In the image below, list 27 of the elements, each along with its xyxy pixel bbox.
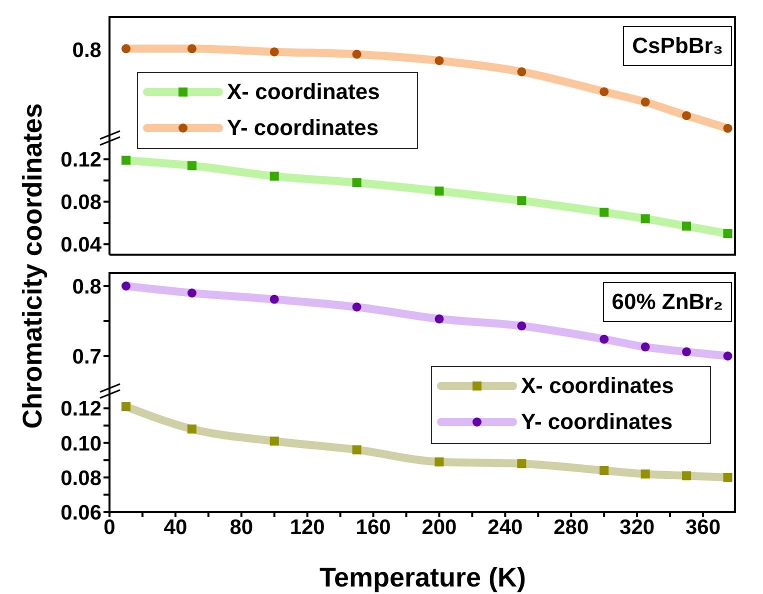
annotation: CsPbBr₃ <box>623 26 732 66</box>
y-tick-label: 0.08 <box>60 191 102 214</box>
x-tick-label: 360 <box>686 516 721 539</box>
legend-label: Y- coordinates <box>521 409 673 435</box>
x-axis-title: Temperature (K) <box>319 562 526 594</box>
x-tick-label: 80 <box>230 516 254 539</box>
y-tick-label: 0.04 <box>60 234 102 257</box>
x-tick-label: 320 <box>620 516 655 539</box>
x-tick-label: 40 <box>164 516 188 539</box>
x-tick-label: 200 <box>422 516 457 539</box>
legend-label: X- coordinates <box>521 373 674 399</box>
y-tick-label: 0.7 <box>72 345 102 368</box>
y-tick-label: 0.08 <box>60 466 102 490</box>
x-tick-label: 120 <box>290 516 325 539</box>
annotation: 60% ZnBr₂ <box>602 282 732 322</box>
y-tick-label: 0.12 <box>60 398 102 421</box>
legend-label: X- coordinates <box>227 79 380 105</box>
y-axis-title: Chromaticity coordinates <box>18 102 48 428</box>
legend-label: Y- coordinates <box>227 114 379 141</box>
x-tick-label: 280 <box>554 516 589 539</box>
y-tick-label: 0.10 <box>60 432 102 456</box>
x-tick-label: 240 <box>488 516 523 539</box>
y-tick-label: 0.06 <box>60 501 102 524</box>
x-tick-label: 0 <box>104 516 116 539</box>
y-tick-label: 0.8 <box>72 275 102 298</box>
x-tick-label: 160 <box>356 516 391 539</box>
y-tick-label: 0.12 <box>60 148 102 172</box>
